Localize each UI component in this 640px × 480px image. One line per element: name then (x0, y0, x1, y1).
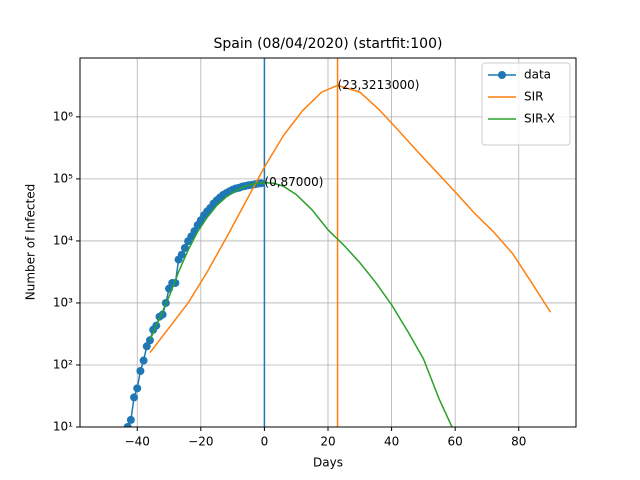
annotation: (0,87000) (264, 175, 323, 189)
y-axis-label: Number of Infected (24, 184, 38, 300)
data-point (145, 336, 154, 345)
y-tick-label: 10⁶ (53, 109, 73, 123)
y-tick-label: 10¹ (53, 420, 73, 434)
x-tick-label: −20 (188, 435, 213, 449)
x-tick-label: 40 (384, 435, 399, 449)
y-tick-label: 10² (53, 357, 73, 371)
data-point (126, 415, 135, 424)
x-axis-label: Days (313, 456, 343, 470)
x-tick-label: 60 (448, 435, 463, 449)
legend: data SIR SIR-X (481, 62, 571, 146)
y-tick-label: 10⁵ (53, 171, 73, 185)
data-point (177, 250, 186, 259)
legend-marker (498, 71, 506, 79)
legend-label: SIR (524, 90, 544, 104)
x-tick-label: −40 (125, 435, 150, 449)
y-tick-label: 10³ (53, 295, 73, 309)
annotation: (23,3213000) (338, 78, 420, 92)
data-point (136, 366, 145, 375)
series-line (127, 182, 262, 427)
data-point (123, 423, 132, 427)
data-point (180, 243, 189, 252)
data-point (142, 342, 151, 351)
plot-area (123, 58, 552, 427)
legend-label: data (524, 68, 551, 82)
data-point (133, 384, 142, 393)
data-point (130, 393, 139, 402)
legend-label: SIR-X (524, 112, 555, 126)
y-tick-label: 10⁴ (53, 233, 73, 247)
series-line (149, 181, 453, 427)
chart-title: Spain (08/04/2020) (startfit:100) (214, 36, 443, 52)
data-point (139, 356, 148, 365)
legend-box (481, 62, 571, 146)
x-tick-label: 20 (320, 435, 335, 449)
x-tick-label: 80 (511, 435, 526, 449)
series-line (149, 84, 552, 354)
x-tick-label: 0 (261, 435, 269, 449)
